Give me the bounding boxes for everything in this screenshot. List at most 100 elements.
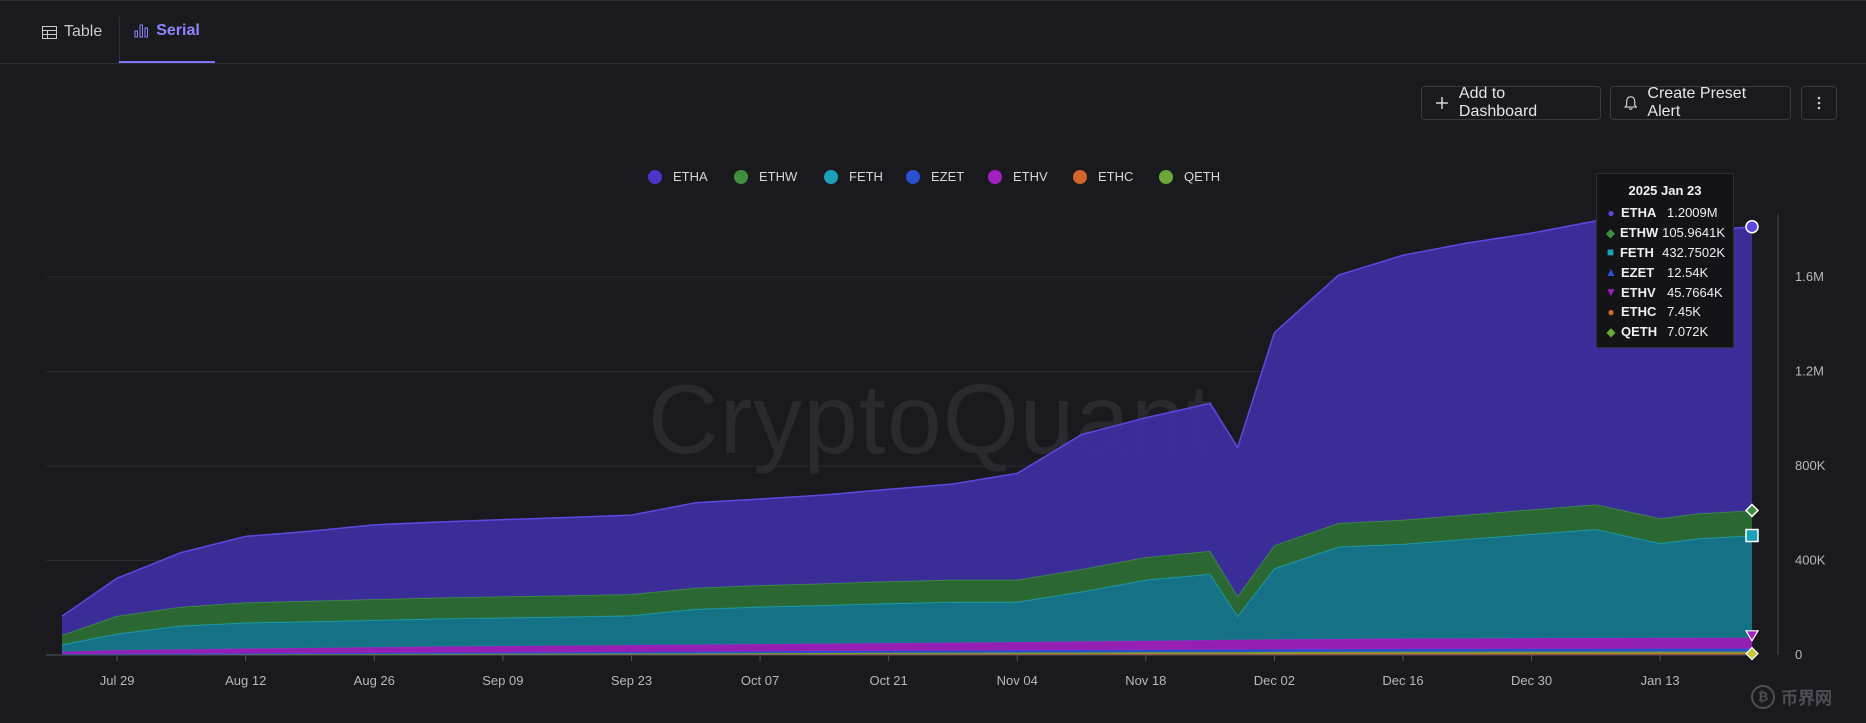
tooltip-series-name: FETH <box>1619 244 1654 260</box>
marker-ethw <box>1744 503 1760 518</box>
tooltip-series-name: ETHC <box>1621 304 1657 320</box>
legend-label: ETHV <box>1013 169 1048 184</box>
tooltip-row-etha: ● ETHA 1.2009M <box>1605 203 1725 223</box>
x-tick-label: Sep 23 <box>611 673 652 688</box>
tooltip-row-feth: ■ FETH 432.7502K <box>1605 243 1725 263</box>
legend-item-ethc[interactable]: ETHC <box>1073 169 1133 184</box>
x-tick-label: Jan 13 <box>1641 673 1680 688</box>
view-tabs: Table Serial <box>0 1 1866 64</box>
tab-table-label: Table <box>64 23 103 40</box>
tab-divider <box>119 17 120 63</box>
legend-item-ethw[interactable]: ETHW <box>734 169 797 184</box>
tooltip-row-qeth: ◆ QETH 7.072K <box>1605 322 1725 342</box>
area-ethw <box>62 504 1752 645</box>
tooltip-marker-icon: ▼ <box>1605 285 1617 300</box>
legend-dot-icon <box>906 169 920 184</box>
tab-serial[interactable]: Serial <box>119 1 215 63</box>
legend-label: ETHC <box>1098 169 1134 184</box>
bell-icon <box>1624 96 1638 110</box>
tooltip-series-name: ETHV <box>1621 284 1656 300</box>
marker-feth <box>1745 528 1759 543</box>
area-ethv <box>62 637 1752 655</box>
add-to-dashboard-label: Add to Dashboard <box>1458 85 1538 120</box>
legend-label: QETH <box>1184 169 1221 184</box>
legend-dot-icon <box>988 169 1002 184</box>
create-preset-alert-button[interactable]: Create Preset Alert <box>1610 85 1791 120</box>
tooltip-series-value: 432.7502K <box>1662 244 1725 260</box>
y-tick-label: 800K <box>1795 458 1826 473</box>
table-icon <box>42 25 57 39</box>
tooltip-series-name: EZET <box>1621 264 1655 280</box>
vertical-dots-icon <box>1817 96 1821 110</box>
x-tick-label: Dec 16 <box>1382 673 1423 688</box>
x-tick-label: Aug 12 <box>225 673 266 688</box>
x-tick-label: Sep 09 <box>482 673 523 688</box>
area-etha <box>62 220 1752 636</box>
legend-dot-icon <box>648 169 662 184</box>
tooltip-series-value: 12.54K <box>1667 264 1709 280</box>
tooltip-marker-icon: ◆ <box>1606 324 1616 339</box>
legend-label: ETHA <box>673 169 708 184</box>
add-to-dashboard-button[interactable]: Add to Dashboard <box>1421 85 1601 120</box>
y-tick-label: 0 <box>1795 647 1802 662</box>
tooltip-row-ethc: ● ETHC 7.45K <box>1605 302 1725 322</box>
marker-ethv <box>1744 630 1760 642</box>
legend-item-qeth[interactable]: QETH <box>1159 169 1220 184</box>
tooltip-date: 2025 Jan 23 <box>1628 183 1702 198</box>
tooltip-series-name: ETHA <box>1621 205 1657 221</box>
tooltip-series-value: 7.45K <box>1667 304 1701 320</box>
x-tick-label: Aug 26 <box>354 673 395 688</box>
legend-label: EZET <box>931 169 965 184</box>
tab-serial-label: Serial <box>156 22 200 39</box>
x-tick-label: Nov 04 <box>997 673 1038 688</box>
tooltip-row-ezet: ▲ EZET 12.54K <box>1605 262 1725 282</box>
corner-logo: ₿ 币界网 <box>1751 684 1832 709</box>
tooltip-series-name: ETHW <box>1619 225 1659 241</box>
x-tick-label: Dec 30 <box>1511 673 1552 688</box>
tooltip-row-ethv: ▼ ETHV 45.7664K <box>1605 282 1725 302</box>
x-tick-label: Oct 21 <box>869 673 907 688</box>
coin-logo-icon: ₿ <box>1751 684 1775 709</box>
tooltip-series-value: 1.2009M <box>1667 205 1718 221</box>
x-tick-label: Nov 18 <box>1125 673 1166 688</box>
y-tick-label: 1.6M <box>1795 269 1824 284</box>
legend-dot-icon <box>734 169 748 184</box>
area-feth <box>62 529 1752 652</box>
tooltip-marker-icon: ● <box>1607 205 1615 220</box>
y-tick-label: 400K <box>1795 552 1826 567</box>
line-etha <box>61 220 1753 617</box>
x-tick-label: Jul 29 <box>100 673 135 688</box>
marker-etha <box>1745 219 1759 234</box>
legend-item-feth[interactable]: FETH <box>824 169 883 184</box>
more-options-button[interactable] <box>1801 86 1837 120</box>
legend-label: ETHW <box>759 169 798 184</box>
tooltip-series-value: 105.9641K <box>1662 225 1725 241</box>
legend-item-etha[interactable]: ETHA <box>648 169 708 184</box>
tooltip-series-value: 7.072K <box>1667 324 1709 340</box>
legend-dot-icon <box>824 169 838 184</box>
chart-tooltip: 2025 Jan 23 ● ETHA 1.2009M ◆ ETHW 105.9641K ■ F… <box>1596 173 1734 348</box>
tab-table[interactable]: Table <box>42 1 102 63</box>
tooltip-marker-icon: ▲ <box>1605 265 1617 280</box>
create-preset-alert-label: Create Preset Alert <box>1647 85 1747 120</box>
plus-icon <box>1435 97 1448 109</box>
tooltip-marker-icon: ■ <box>1606 245 1615 260</box>
legend-item-ezet[interactable]: EZET <box>906 169 964 184</box>
corner-logo-text: 币界网 <box>1781 689 1832 708</box>
x-tick-label: Oct 07 <box>741 673 779 688</box>
y-tick-label: 1.2M <box>1795 363 1824 378</box>
tooltip-row-ethw: ◆ ETHW 105.9641K <box>1605 223 1725 243</box>
legend-item-ethv[interactable]: ETHV <box>988 169 1048 184</box>
tooltip-series-value: 45.7664K <box>1667 284 1723 300</box>
legend-dot-icon <box>1159 169 1173 184</box>
legend-label: FETH <box>849 169 883 184</box>
tooltip-marker-icon: ◆ <box>1605 225 1616 240</box>
marker-qeth <box>1745 646 1759 661</box>
x-tick-label: Dec 02 <box>1254 673 1295 688</box>
chart-legend: ETHA ETHW FETH EZET ETHV ETHC QETH <box>0 169 1866 189</box>
legend-dot-icon <box>1073 169 1087 184</box>
tooltip-marker-icon: ● <box>1607 304 1615 319</box>
tooltip-series-name: QETH <box>1621 324 1658 340</box>
